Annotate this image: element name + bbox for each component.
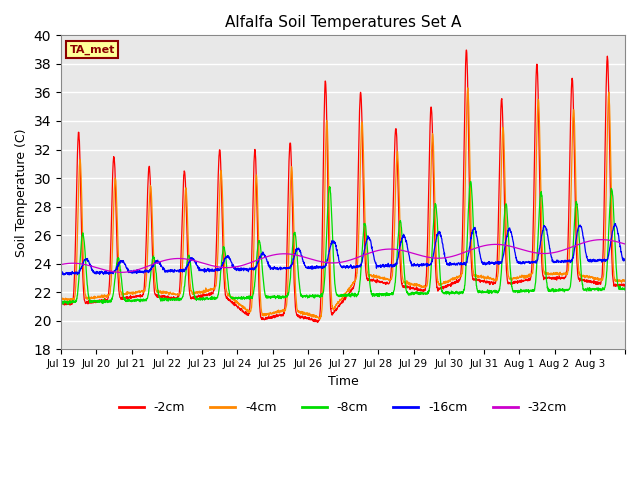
Line: -8cm: -8cm xyxy=(61,181,625,304)
-8cm xyxy=(57,299,65,305)
-16cm xyxy=(377,264,385,270)
-4cm xyxy=(315,316,323,322)
-32cm xyxy=(513,245,521,251)
-32cm xyxy=(377,247,385,253)
-32cm xyxy=(545,251,553,256)
-8cm xyxy=(467,179,474,184)
-32cm xyxy=(598,237,605,242)
-16cm xyxy=(114,264,122,270)
Text: TA_met: TA_met xyxy=(70,45,115,55)
Line: -4cm: -4cm xyxy=(61,88,625,319)
-2cm xyxy=(314,320,321,325)
-32cm xyxy=(236,264,243,269)
Title: Alfalfa Soil Temperatures Set A: Alfalfa Soil Temperatures Set A xyxy=(225,15,461,30)
-32cm xyxy=(57,262,65,267)
-2cm xyxy=(614,283,621,288)
-4cm xyxy=(614,279,621,285)
-8cm xyxy=(614,279,621,285)
-8cm xyxy=(377,292,385,298)
Legend: -2cm, -4cm, -8cm, -16cm, -32cm: -2cm, -4cm, -8cm, -16cm, -32cm xyxy=(114,396,572,420)
-4cm xyxy=(236,301,243,307)
Y-axis label: Soil Temperature (C): Soil Temperature (C) xyxy=(15,128,28,257)
-32cm xyxy=(117,269,125,275)
-4cm xyxy=(545,271,553,276)
-2cm xyxy=(377,279,385,285)
-4cm xyxy=(513,275,521,281)
-32cm xyxy=(621,241,629,247)
-8cm xyxy=(513,288,521,294)
-16cm xyxy=(236,268,243,274)
-2cm xyxy=(463,47,470,53)
Line: -16cm: -16cm xyxy=(61,224,625,275)
-8cm xyxy=(621,285,629,290)
-2cm xyxy=(236,305,243,311)
-4cm xyxy=(464,85,472,91)
-16cm xyxy=(545,240,553,246)
Line: -2cm: -2cm xyxy=(61,50,625,323)
-8cm xyxy=(114,256,122,262)
-4cm xyxy=(377,275,385,281)
-16cm xyxy=(614,227,621,233)
-32cm xyxy=(614,239,621,245)
-16cm xyxy=(621,256,629,262)
-16cm xyxy=(57,271,65,277)
-2cm xyxy=(57,300,65,306)
-4cm xyxy=(57,295,65,301)
-8cm xyxy=(236,295,243,301)
X-axis label: Time: Time xyxy=(328,374,358,387)
-32cm xyxy=(113,269,121,275)
-2cm xyxy=(513,280,521,286)
-2cm xyxy=(545,275,553,280)
-2cm xyxy=(621,282,629,288)
-2cm xyxy=(113,255,121,261)
-16cm xyxy=(60,272,68,278)
-4cm xyxy=(113,220,121,226)
-16cm xyxy=(612,221,620,227)
-16cm xyxy=(513,257,521,263)
-8cm xyxy=(545,288,553,293)
Line: -32cm: -32cm xyxy=(61,240,625,272)
-8cm xyxy=(60,301,67,307)
-4cm xyxy=(621,277,629,283)
